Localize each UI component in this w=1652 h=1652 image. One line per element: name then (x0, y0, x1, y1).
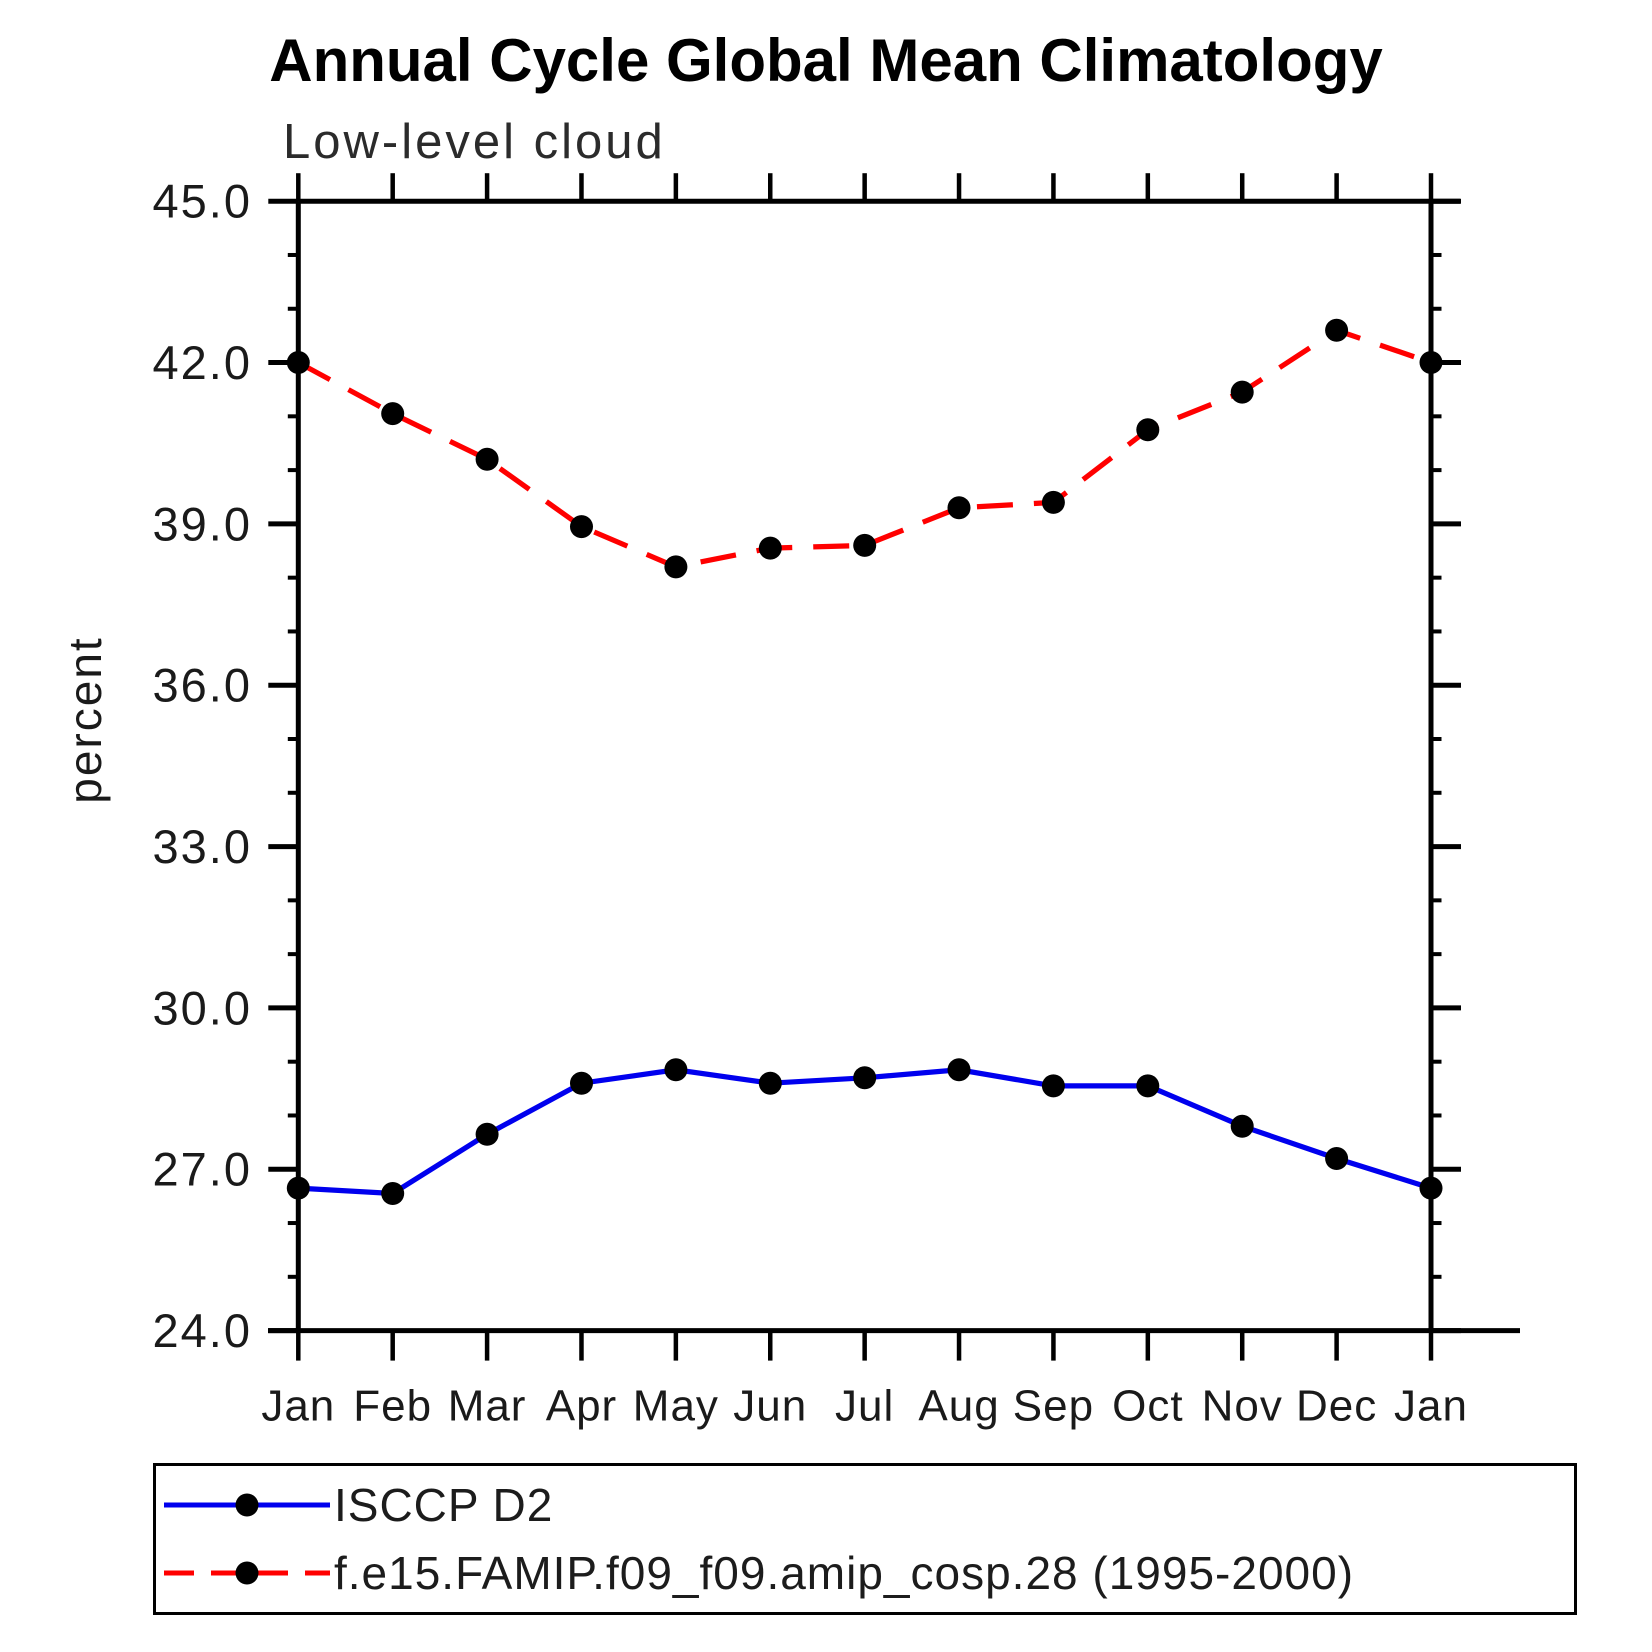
legend-line-sample-dashed (164, 1561, 330, 1585)
x-tick-label: Feb (353, 1381, 432, 1430)
data-point (853, 533, 877, 557)
y-tick-label: 27.0 (153, 1143, 252, 1196)
x-tick-label: Aug (918, 1381, 999, 1430)
axes (268, 198, 1520, 1334)
data-point (758, 1071, 782, 1095)
x-axis-ticks: Jan Feb Mar Apr May Jun Jul Aug Sep Oct Nov Dec Jan (261, 173, 1468, 1430)
data-point (570, 1071, 593, 1095)
y-tick-label: 39.0 (153, 497, 252, 550)
data-point (1136, 1074, 1160, 1098)
x-tick-label: Mar (448, 1381, 527, 1430)
x-tick-label: Jun (733, 1381, 807, 1430)
legend-marker-dot (235, 1561, 259, 1585)
data-point (1230, 1114, 1254, 1138)
x-tick-label: Nov (1202, 1381, 1283, 1430)
y-tick-label: 42.0 (153, 336, 252, 389)
legend-label: ISCCP D2 (334, 1479, 554, 1531)
legend-line-sample-solid (164, 1493, 330, 1517)
x-tick-label: Jan (1394, 1381, 1468, 1430)
y-axis-ticks: 24.0 27.0 30.0 33.0 36.0 39.0 42.0 45.0 (153, 175, 1461, 1357)
data-point (664, 555, 688, 579)
series-isccp-d2 (286, 1058, 1443, 1205)
data-point (664, 1058, 688, 1082)
data-point (1419, 1176, 1443, 1200)
data-point (286, 351, 310, 374)
legend-marker-dot (235, 1493, 259, 1517)
data-point (947, 1058, 971, 1082)
x-tick-label: Jan (261, 1381, 335, 1430)
y-tick-label: 24.0 (153, 1304, 252, 1357)
y-tick-label: 30.0 (153, 981, 252, 1034)
x-tick-label: Oct (1112, 1381, 1183, 1430)
legend-label: f.e15.FAMIP.f09_f09.amip_cosp.28 (1995-2… (334, 1547, 1355, 1599)
chart-subtitle: Low-level cloud (283, 115, 666, 169)
data-point (1325, 1147, 1349, 1170)
data-point (1325, 318, 1349, 342)
y-tick-label: 33.0 (153, 820, 252, 873)
data-point (570, 515, 593, 539)
x-tick-label: May (633, 1381, 719, 1430)
data-point (1136, 418, 1160, 442)
legend-entry-model: f.e15.FAMIP.f09_f09.amip_cosp.28 (1995-2… (162, 1547, 1354, 1599)
data-point (947, 496, 971, 520)
series-f-e15-famip-f09-f09-amip-cosp-28-1995-2000 (286, 318, 1443, 579)
data-point (1230, 380, 1254, 404)
chart-title: Annual Cycle Global Mean Climatology (269, 27, 1383, 94)
legend-box: ISCCP D2 f.e15.FAMIP.f09_f09.amip_cosp.2… (153, 1463, 1577, 1615)
data-point (475, 1122, 499, 1146)
data-point (381, 1182, 405, 1205)
data-point (1419, 351, 1443, 374)
data-point (475, 447, 499, 471)
series-line-f-e15-famip-f09-f09-amip-cosp-28-1995-2000 (297, 327, 1432, 570)
y-tick-label: 36.0 (153, 659, 252, 712)
data-point (1041, 1074, 1065, 1098)
x-tick-label: Sep (1013, 1381, 1094, 1430)
y-tick-label: 45.0 (153, 175, 252, 228)
x-tick-label: Jul (835, 1381, 894, 1430)
data-point (1041, 490, 1065, 514)
data-point (853, 1066, 877, 1090)
data-point (381, 402, 405, 426)
legend-entry-isccp-d2: ISCCP D2 (162, 1479, 553, 1531)
x-tick-label: Dec (1296, 1381, 1377, 1430)
data-point (286, 1176, 310, 1200)
data-point (758, 536, 782, 560)
x-tick-label: Apr (546, 1381, 617, 1430)
